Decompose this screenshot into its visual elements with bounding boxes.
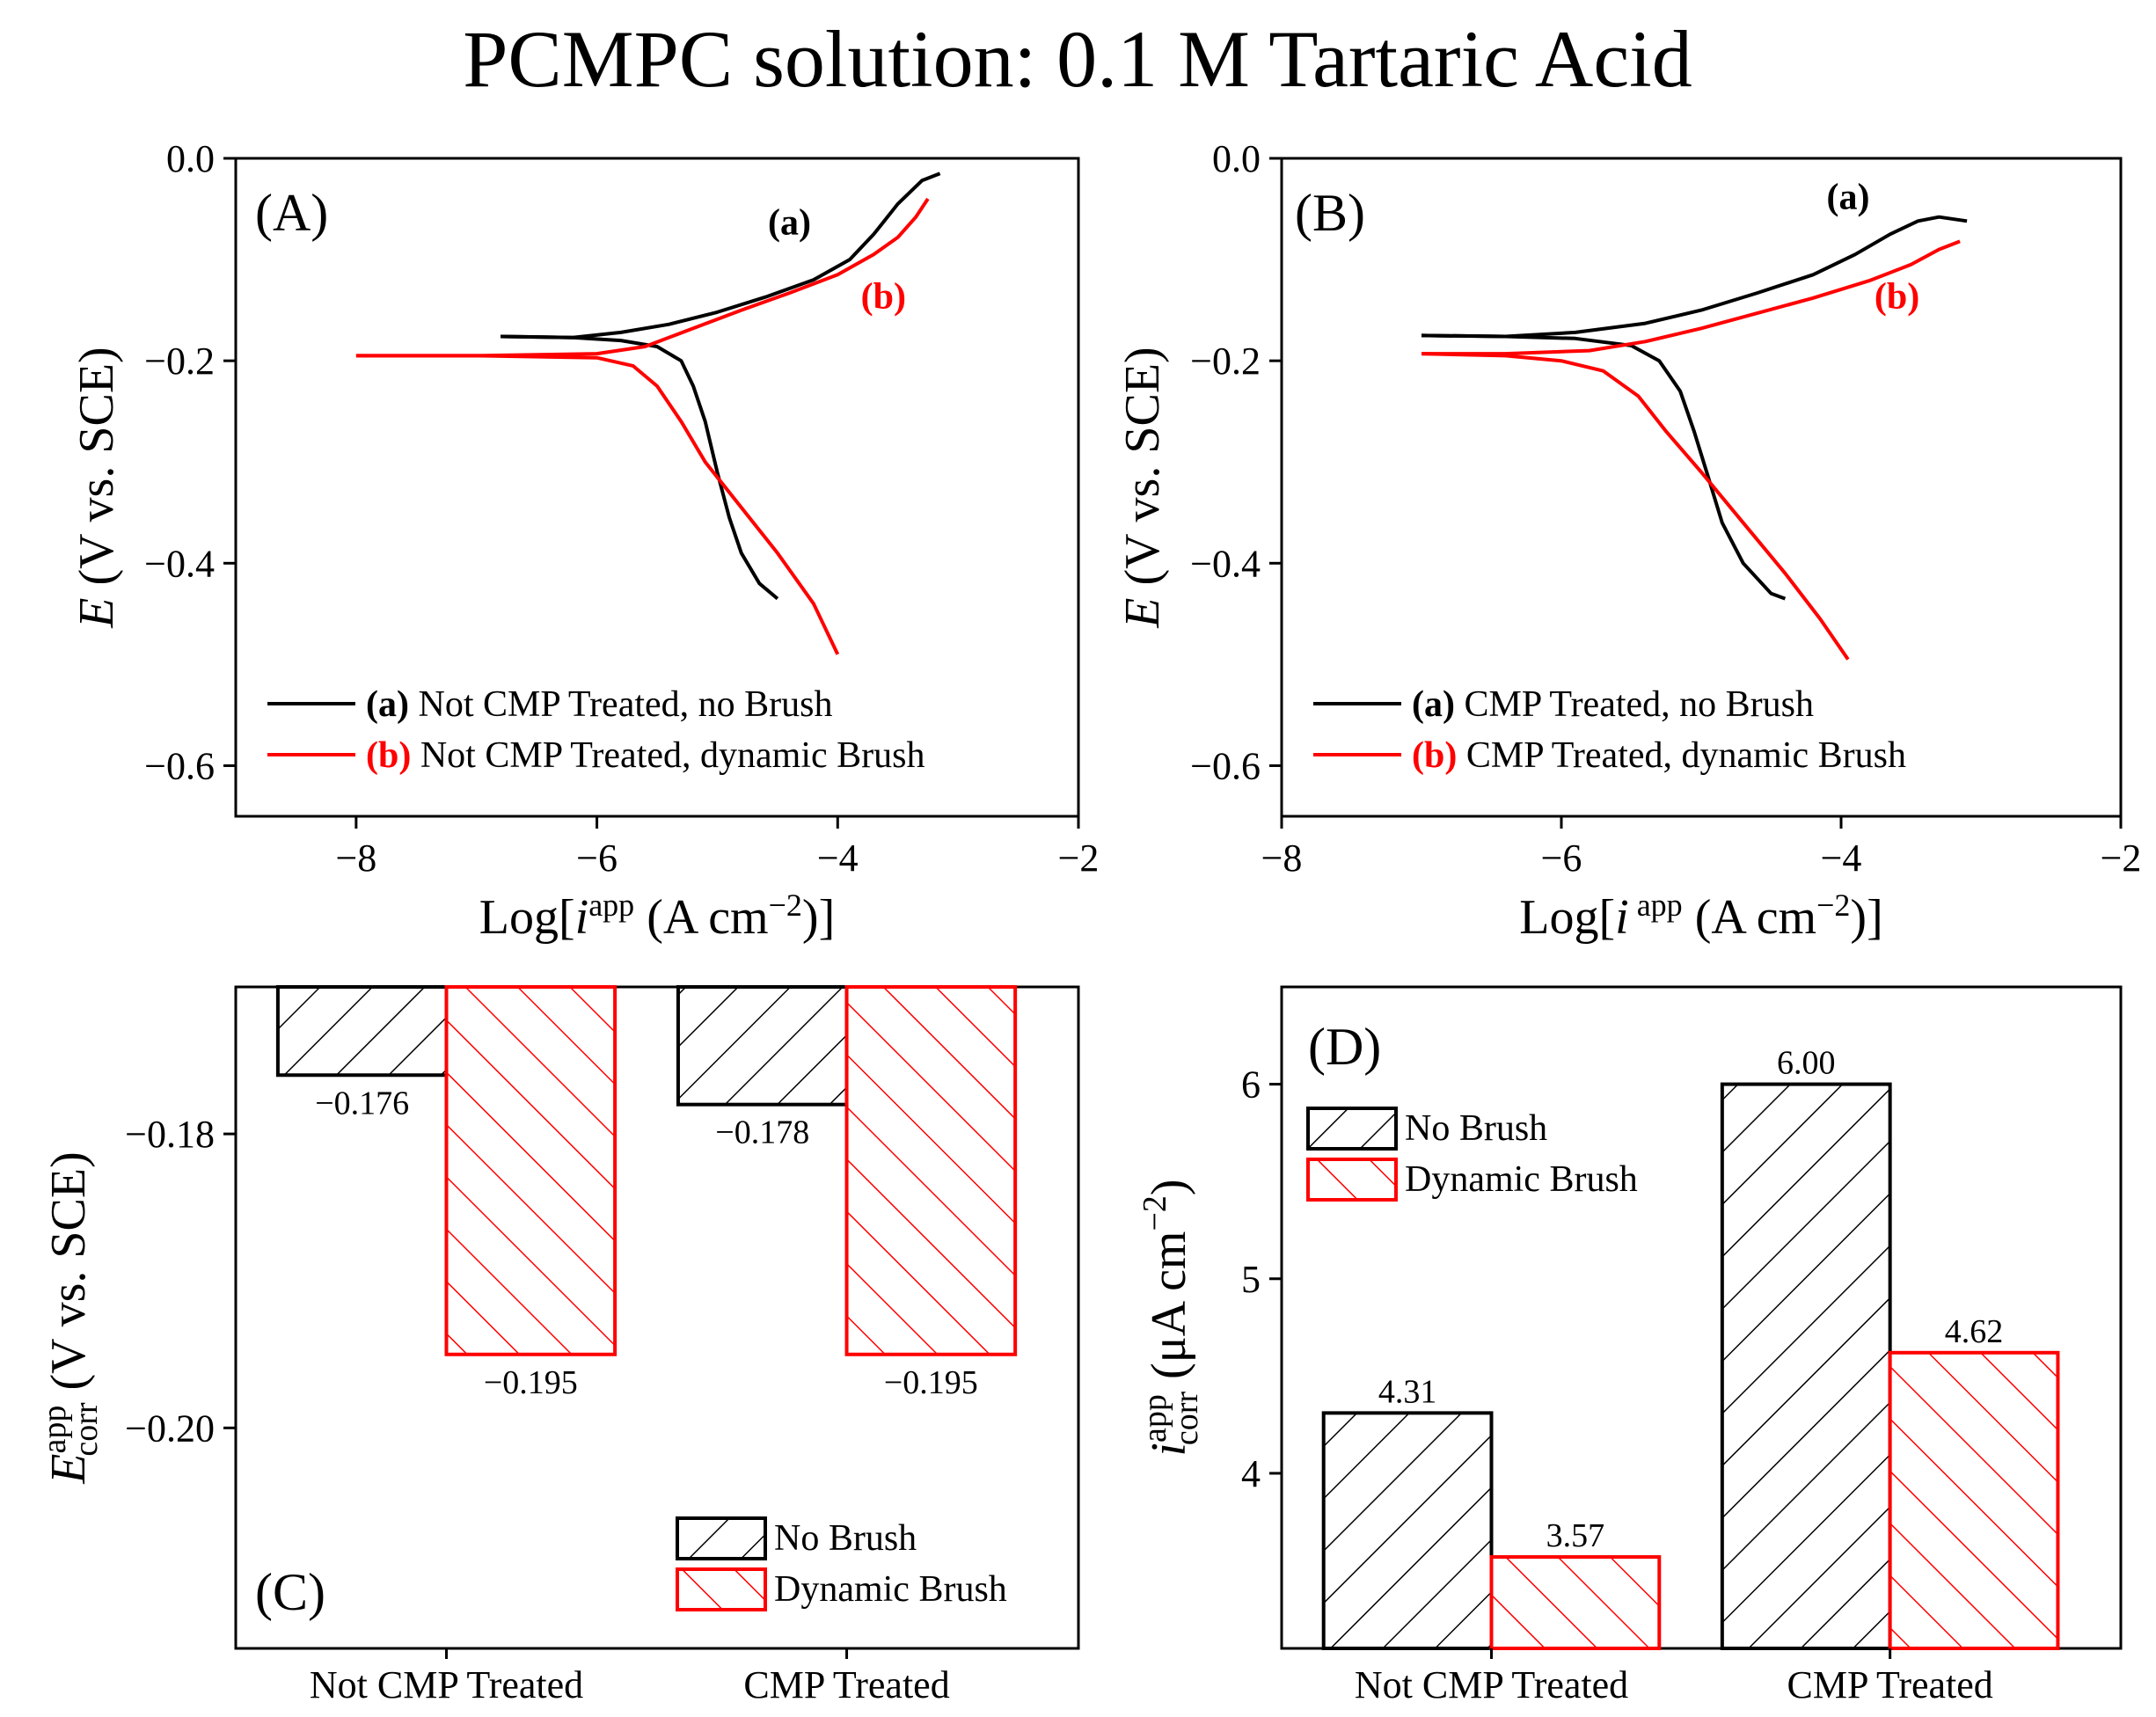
series-b-anodic-line bbox=[355, 197, 930, 358]
x-tick-label: −8 bbox=[335, 837, 376, 880]
x-tick-label: −2 bbox=[2101, 837, 2142, 880]
x-tick-label: −6 bbox=[576, 837, 618, 880]
y-tick-label: −0.2 bbox=[1190, 340, 1261, 383]
x-tick-label: −2 bbox=[1058, 837, 1100, 880]
x-tick-label: −6 bbox=[1541, 837, 1582, 880]
x-category-label: Not CMP Treated bbox=[1355, 1663, 1628, 1706]
y-axis-title: Eappcorr (V vs. SCE) bbox=[36, 1151, 105, 1485]
y-tick-label: −0.2 bbox=[144, 340, 215, 383]
curve-label: (b) bbox=[1875, 276, 1919, 317]
legend-label: Dynamic Brush bbox=[774, 1569, 1007, 1610]
x-axis-title: Log[iapp (A cm−2)] bbox=[479, 888, 835, 945]
x-category-label: Not CMP Treated bbox=[310, 1663, 583, 1706]
bar-value-label: 6.00 bbox=[1777, 1045, 1836, 1082]
x-axis-title: Log[i app (A cm−2)] bbox=[1519, 888, 1882, 945]
bar-no-brush bbox=[676, 985, 849, 1107]
y-tick-label: −0.4 bbox=[144, 542, 215, 585]
legend-swatch bbox=[1306, 1158, 1398, 1202]
y-axis-title: E (V vs. SCE) bbox=[69, 347, 124, 628]
bar-dynamic-brush bbox=[444, 985, 618, 1356]
plot-frame bbox=[1280, 985, 2123, 1650]
series-b-cathodic-line bbox=[1421, 352, 1850, 661]
y-tick-label: −0.6 bbox=[1190, 744, 1261, 787]
y-tick-label: −0.20 bbox=[125, 1406, 215, 1450]
legend-label: (a) Not CMP Treated, no Brush bbox=[366, 684, 833, 725]
panel-c: −0.176 −0.178 −0.195 −0.195 −0.18 −0.20 Not CM… bbox=[36, 985, 1080, 1706]
panel-b: −8 −6 −4 −2 0.0 −0.2 −0.4 −0.6 Log[i app (A cm−2… bbox=[1115, 137, 2141, 945]
legend-label: (b) CMP Treated, dynamic Brush bbox=[1412, 735, 1906, 776]
plot-frame bbox=[234, 157, 1080, 818]
panel-label: (A) bbox=[255, 184, 328, 242]
curve-label: (a) bbox=[768, 202, 811, 243]
y-tick-label: −0.4 bbox=[1190, 542, 1261, 585]
y-axis-title: iappcorr (μA cm−2) bbox=[1136, 1179, 1205, 1456]
y-tick-label: 6 bbox=[1241, 1063, 1261, 1107]
panel-d: 4.31 6.00 3.57 4.62 4 5 6 Not CMP Treated CMP Tr… bbox=[1136, 985, 2123, 1706]
legend-label: No Brush bbox=[774, 1518, 917, 1559]
series-b-anodic-line bbox=[1421, 239, 1961, 356]
y-tick-label: −0.6 bbox=[144, 744, 215, 787]
bar-no-brush bbox=[1720, 1082, 1892, 1650]
series-b-cathodic-line bbox=[355, 354, 840, 655]
bar-dynamic-brush bbox=[1888, 1350, 2060, 1650]
panel-label: (C) bbox=[255, 1563, 325, 1621]
curve-label: (b) bbox=[861, 276, 906, 317]
bar-no-brush bbox=[275, 985, 449, 1078]
legend-swatch bbox=[676, 1516, 767, 1560]
x-category-label: CMP Treated bbox=[1787, 1663, 1992, 1706]
figure-title: PCMPC solution: 0.1 M Tartaric Acid bbox=[463, 14, 1692, 104]
bar-value-label: −0.176 bbox=[315, 1085, 409, 1122]
bar-value-label: −0.195 bbox=[884, 1364, 978, 1401]
curve-label: (a) bbox=[1826, 178, 1869, 218]
x-category-label: CMP Treated bbox=[743, 1663, 949, 1706]
legend-label: (b) Not CMP Treated, dynamic Brush bbox=[366, 735, 925, 776]
legend-label: No Brush bbox=[1405, 1108, 1547, 1149]
x-tick-label: −4 bbox=[817, 837, 859, 880]
x-tick-label: −8 bbox=[1261, 837, 1303, 880]
bar-value-label: 3.57 bbox=[1546, 1517, 1605, 1554]
panel-label: (D) bbox=[1308, 1018, 1381, 1076]
bar-value-label: 4.31 bbox=[1378, 1373, 1437, 1410]
bar-value-label: −0.178 bbox=[715, 1114, 809, 1151]
legend-swatch bbox=[1306, 1107, 1398, 1151]
panel-label: (B) bbox=[1295, 184, 1365, 242]
y-tick-label: 0.0 bbox=[166, 137, 215, 180]
bar-value-label: −0.195 bbox=[484, 1364, 578, 1401]
plot-frame bbox=[234, 985, 1080, 1650]
bar-dynamic-brush bbox=[1489, 1555, 1662, 1651]
legend-swatch bbox=[676, 1567, 767, 1611]
panel-a: −8 −6 −4 −2 0.0 −0.2 −0.4 −0.6 Log[iapp (A cm−2)… bbox=[69, 137, 1099, 945]
y-tick-label: 4 bbox=[1241, 1452, 1261, 1495]
series-a-cathodic-line bbox=[501, 334, 779, 601]
bar-dynamic-brush bbox=[844, 985, 1018, 1356]
series-a-anodic-line bbox=[501, 172, 941, 340]
bar-value-label: 4.62 bbox=[1945, 1313, 2004, 1350]
bar-no-brush bbox=[1321, 1411, 1494, 1650]
series-a-cathodic-line bbox=[1421, 333, 1787, 601]
y-axis-title: E (V vs. SCE) bbox=[1115, 347, 1170, 628]
plot-frame bbox=[1280, 157, 2123, 818]
x-tick-label: −4 bbox=[1821, 837, 1862, 880]
legend-label: Dynamic Brush bbox=[1405, 1159, 1638, 1200]
series-a-anodic-line bbox=[1421, 215, 1968, 339]
y-tick-label: −0.18 bbox=[125, 1113, 215, 1156]
legend-label: (a) CMP Treated, no Brush bbox=[1412, 684, 1814, 725]
y-tick-label: 0.0 bbox=[1212, 137, 1261, 180]
y-tick-label: 5 bbox=[1241, 1258, 1261, 1301]
